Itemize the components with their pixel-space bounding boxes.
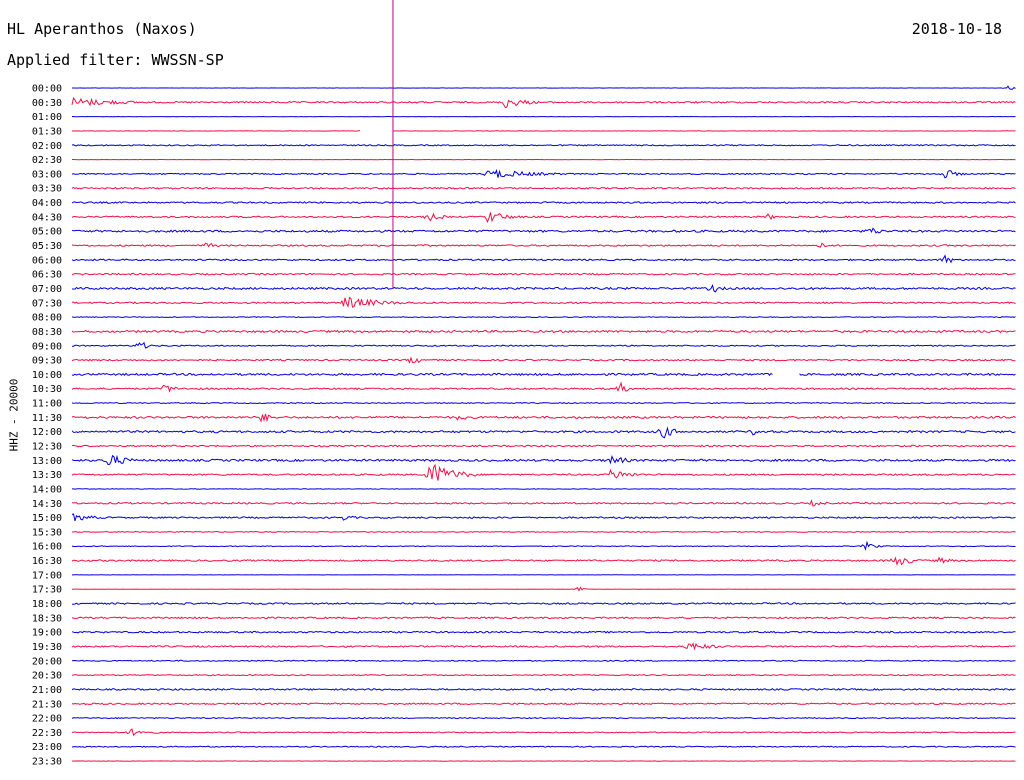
trace-line — [71, 728, 1016, 737]
time-tick-label: 16:00 — [32, 542, 62, 553]
trace-line — [71, 426, 1016, 439]
time-tick-label: 07:00 — [32, 284, 62, 295]
time-tick-label: 10:30 — [32, 384, 62, 395]
time-tick-label: 04:00 — [32, 198, 62, 209]
trace-line — [71, 401, 1016, 405]
trace-line — [71, 630, 1016, 634]
time-tick-label: 11:00 — [32, 399, 62, 410]
time-tick-label: 17:00 — [32, 570, 62, 581]
time-tick-label: 14:00 — [32, 484, 62, 495]
trace-line — [71, 356, 1016, 364]
time-tick-label: 11:30 — [32, 413, 62, 424]
trace-line — [71, 372, 1016, 377]
trace-line — [71, 556, 1016, 566]
time-tick-label: 06:30 — [32, 270, 62, 281]
trace-line — [71, 674, 1016, 677]
trace-line — [71, 586, 1016, 592]
trace-line — [71, 488, 1016, 490]
time-tick-label: 17:30 — [32, 585, 62, 596]
trace-line — [71, 688, 1016, 691]
time-tick-label: 09:00 — [32, 341, 62, 352]
time-tick-label: 19:00 — [32, 628, 62, 639]
trace-line — [71, 513, 1016, 522]
trace-line — [71, 254, 1016, 264]
trace-line — [71, 463, 1016, 481]
trace-line — [71, 329, 1016, 334]
date-label: 2018-10-18 — [911, 20, 1002, 38]
trace-line — [71, 341, 1016, 349]
trace-line — [71, 540, 1016, 551]
time-tick-label: 13:00 — [32, 456, 62, 467]
time-tick-label: 09:30 — [32, 356, 62, 367]
time-tick-label: 08:00 — [32, 313, 62, 324]
time-tick-label: 23:30 — [32, 757, 62, 768]
time-tick-label: 16:30 — [32, 556, 62, 567]
trace-line — [71, 381, 1016, 393]
time-tick-label: 02:00 — [32, 141, 62, 152]
time-tick-label: 15:30 — [32, 527, 62, 538]
trace-line — [71, 745, 1016, 748]
trace-line — [71, 444, 1016, 448]
trace-line — [71, 642, 1016, 651]
trace-line — [71, 316, 1016, 319]
trace-line — [71, 168, 1016, 179]
trace-line — [71, 499, 1016, 507]
time-tick-label: 13:30 — [32, 470, 62, 481]
trace-line — [71, 201, 1016, 204]
time-tick-label: 14:30 — [32, 499, 62, 510]
trace-line — [72, 283, 1016, 293]
time-tick-label: 03:00 — [32, 169, 62, 180]
trace-line — [71, 144, 1016, 147]
trace-line — [71, 530, 1016, 533]
time-tick-label: 23:00 — [32, 742, 62, 753]
trace-line — [71, 186, 1016, 190]
time-tick-label: 03:30 — [32, 184, 62, 195]
trace-line — [71, 602, 1016, 605]
time-tick-label: 05:00 — [32, 227, 62, 238]
time-tick-label: 10:00 — [32, 370, 62, 381]
time-tick-label: 12:30 — [32, 442, 62, 453]
time-tick-label: 18:30 — [32, 613, 62, 624]
trace-line — [71, 616, 1016, 620]
filter-label: Applied filter: WWSSN-SP — [7, 51, 224, 69]
trace-line — [71, 702, 1016, 706]
trace-line — [71, 242, 1016, 248]
trace-line — [71, 659, 1016, 662]
time-tick-label: 00:30 — [32, 98, 62, 109]
station-title: HL Aperanthos (Naxos) — [7, 20, 197, 38]
trace-line — [71, 454, 1016, 466]
trace-line — [71, 96, 1016, 109]
time-tick-label: 22:30 — [32, 728, 62, 739]
time-tick-label: 04:30 — [32, 212, 62, 223]
time-tick-label: 20:30 — [32, 671, 62, 682]
time-tick-label: 12:00 — [32, 427, 62, 438]
time-tick-label: 01:00 — [32, 112, 62, 123]
time-tick-label: 01:30 — [32, 126, 62, 137]
trace-line — [71, 717, 1016, 720]
trace-line — [71, 296, 1016, 308]
time-tick-label: 08:30 — [32, 327, 62, 338]
trace-line — [71, 227, 1016, 234]
time-tick-label: 02:30 — [32, 155, 62, 166]
trace-line — [71, 413, 1016, 423]
trace-line — [72, 85, 1016, 90]
trace-line — [71, 272, 1016, 276]
time-tick-label: 15:00 — [32, 513, 62, 524]
time-tick-label: 05:30 — [32, 241, 62, 252]
time-tick-label: 07:30 — [32, 298, 62, 309]
time-tick-label: 20:00 — [32, 656, 62, 667]
time-tick-label: 18:00 — [32, 599, 62, 610]
time-tick-label: 06:00 — [32, 255, 62, 266]
time-tick-label: 19:30 — [32, 642, 62, 653]
time-tick-label: 21:00 — [32, 685, 62, 696]
trace-line — [71, 212, 1016, 223]
time-tick-label: 00:00 — [32, 84, 62, 95]
time-tick-label: 21:30 — [32, 699, 62, 710]
time-tick-label: 22:00 — [32, 714, 62, 725]
